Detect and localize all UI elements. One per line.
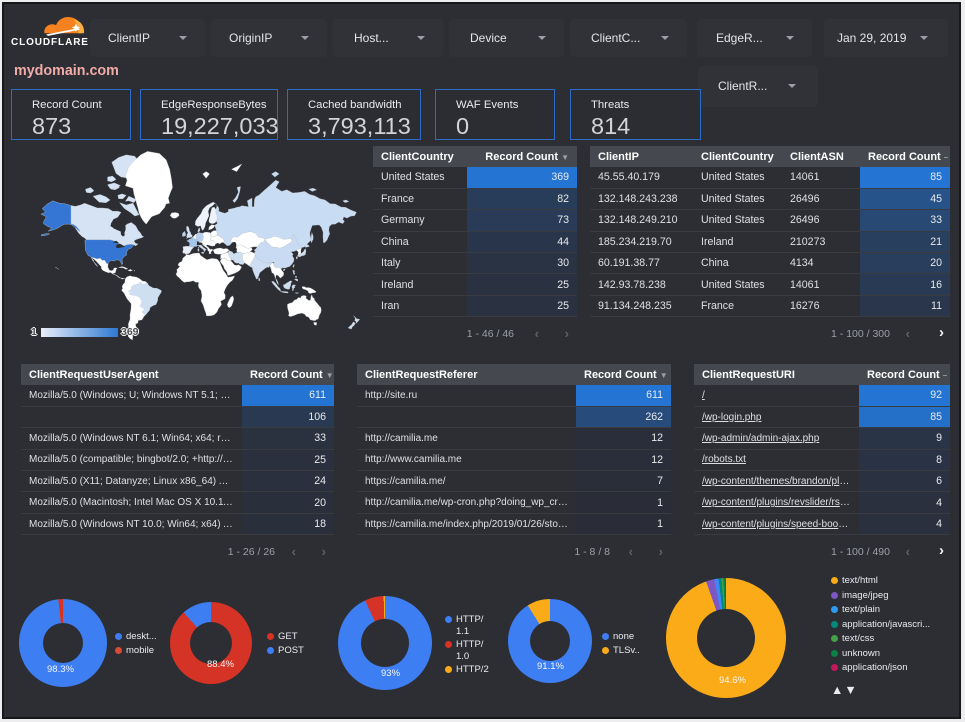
- svg-text:CLOUDFLARE: CLOUDFLARE: [11, 37, 89, 48]
